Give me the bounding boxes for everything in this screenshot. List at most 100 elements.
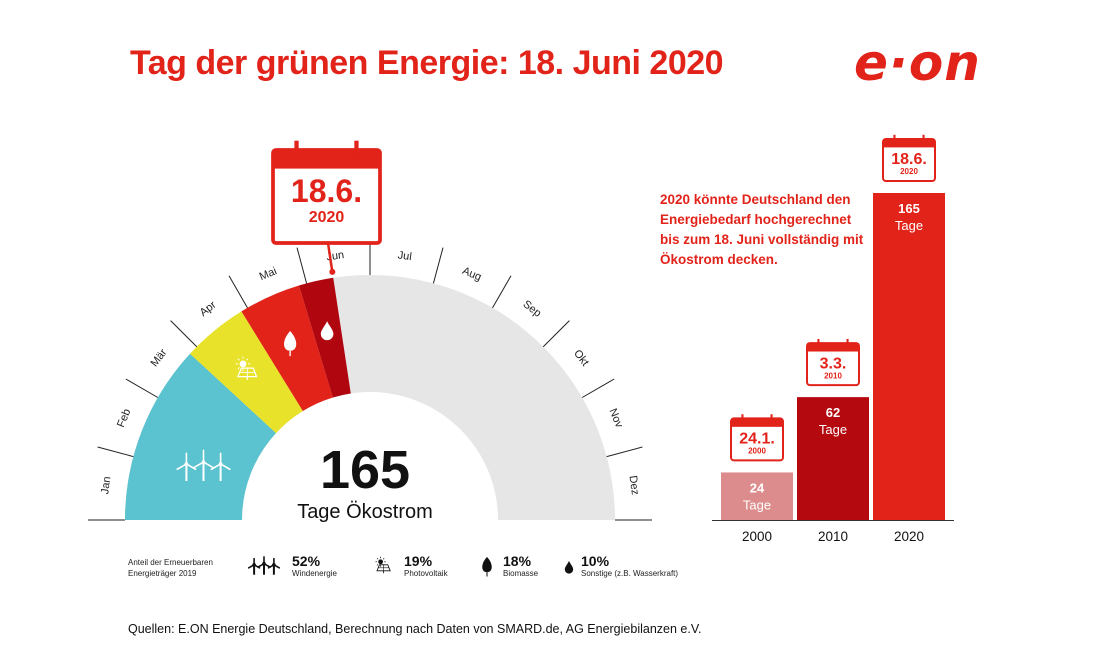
bar-value-label: 165 (898, 201, 920, 216)
bar-calendar-2020: 18.6.2020 (882, 134, 936, 182)
page-title: Tag der grünen Energie: 18. Juni 2020 (130, 44, 724, 82)
month-label: Dez (626, 475, 640, 496)
calendar-header (883, 139, 935, 148)
calendar-ring (354, 140, 359, 160)
calendar-ring (770, 414, 773, 423)
bar-2010 (797, 397, 869, 520)
bar-unit-label: Tage (743, 497, 771, 512)
drop-shape (564, 561, 574, 574)
turbine-hub (272, 563, 276, 567)
bar-value-label: 62 (826, 405, 840, 420)
turbine-hub (252, 563, 256, 567)
calendar-ring (817, 338, 820, 348)
month-label: Feb (115, 407, 133, 429)
calendar-day: 3.3. (820, 355, 847, 372)
solar-panel-icon (235, 356, 258, 381)
sun-ray (237, 358, 240, 361)
turbine-hub (262, 561, 266, 566)
legend-pct: 18% (503, 553, 532, 569)
sun-shape (378, 559, 383, 565)
month-label: Jul (397, 249, 413, 263)
month-tick (228, 275, 248, 309)
legend-item-solar: 19% Photovoltaik (404, 553, 448, 578)
bar-calendar-2010: 3.3.2010 (806, 338, 860, 387)
panel-frame (376, 564, 391, 572)
leaf-shape (482, 556, 492, 573)
sun-ray (382, 557, 385, 560)
legend-pct: 10% (581, 553, 610, 569)
month-label: Jan (99, 476, 113, 495)
legend-label: Photovoltaik (404, 569, 448, 578)
month-tick (581, 378, 615, 398)
month-label: Aug (460, 265, 483, 284)
month-tick (296, 247, 308, 284)
eon-logo: e·on (854, 34, 981, 92)
legend-wind-icon (247, 556, 281, 575)
legend-caption: Anteil der Erneuerbaren Energieträger 20… (128, 558, 213, 578)
gauge-big-label: Tage Ökostrom (297, 501, 433, 523)
turbine-hub (184, 462, 189, 466)
water-drop-icon (320, 321, 334, 341)
sun-ray (237, 367, 240, 370)
calendar-year: 2000 (748, 447, 766, 456)
month-label: Nov (606, 407, 625, 430)
calendar-year: 2010 (824, 371, 842, 380)
panel-frame (237, 367, 258, 378)
legend-pct: 52% (292, 553, 321, 569)
bar-category-label: 2020 (894, 529, 924, 544)
legend-leaf-icon (482, 556, 492, 577)
drop-shape (320, 321, 334, 341)
bar-unit-label: Tage (819, 422, 847, 437)
chart-description: 2020 könnte Deutschland den Energiebedar… (660, 192, 864, 267)
month-label: Okt (571, 348, 591, 369)
gauge-calendar: 18.6.2020 (271, 140, 382, 245)
month-label: Mai (258, 265, 279, 283)
month-tick (97, 446, 134, 458)
turbine-blade (202, 461, 215, 469)
gauge-segment-1 (125, 353, 276, 520)
calendar-header (807, 343, 859, 352)
legend-label: Windenergie (292, 569, 337, 578)
bar-unit-label: Tage (895, 218, 923, 233)
calendar-ring (294, 140, 299, 160)
bar-category-label: 2000 (742, 529, 772, 544)
calendar-header (731, 418, 783, 427)
legend-label: Biomasse (503, 569, 539, 578)
calendar-day: 18.6. (291, 173, 362, 209)
marker-pin-line (326, 242, 334, 273)
calendar-day: 18.6. (891, 151, 927, 168)
month-tick (432, 247, 444, 284)
calendar-year: 2020 (900, 167, 918, 176)
sun-ray (376, 564, 379, 566)
legend-label: Sonstige (z.B. Wasserkraft) (581, 569, 679, 578)
legend-solar-icon (375, 556, 391, 574)
bar-category-label: 2010 (818, 529, 848, 544)
turbine-blade (192, 461, 205, 469)
calendar-year: 2020 (309, 209, 345, 226)
turbine-hub (218, 462, 223, 466)
month-tick (606, 446, 643, 458)
legend-item-wind: 52% Windenergie (292, 553, 337, 578)
sun-shape (239, 360, 247, 368)
sun-ray (376, 557, 379, 560)
legend-item-other: 10% Sonstige (z.B. Wasserkraft) (581, 553, 678, 578)
calendar-header (273, 150, 380, 169)
month-label: Sep (521, 298, 544, 319)
legend-drop-icon (564, 561, 574, 574)
calendar-ring (741, 414, 744, 423)
turbine-hub (201, 460, 206, 464)
gauge-big-number: 165 (320, 440, 410, 500)
month-tick (125, 378, 159, 398)
month-tick (492, 275, 512, 309)
leaf-icon (284, 330, 297, 357)
marker-pin-dot (329, 268, 336, 275)
month-label: Apr (198, 299, 219, 319)
leaf-shape (284, 330, 297, 351)
month-tick (170, 320, 198, 348)
month-tick (542, 320, 570, 348)
calendar-ring (846, 338, 849, 348)
bar-value-label: 24 (750, 480, 765, 495)
legend-pct: 19% (404, 553, 433, 569)
